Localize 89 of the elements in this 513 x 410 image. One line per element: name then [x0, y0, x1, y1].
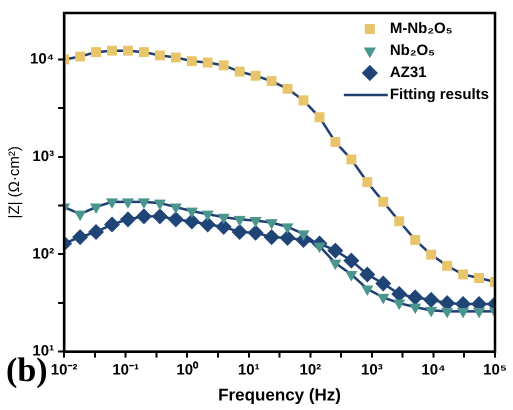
point — [377, 294, 390, 304]
point — [91, 47, 101, 58]
point — [122, 198, 134, 209]
x-axis-title: Frequency (Hz) — [218, 385, 341, 404]
point — [104, 216, 120, 232]
point — [218, 60, 229, 70]
point — [200, 216, 216, 232]
point — [394, 216, 404, 226]
point — [186, 208, 198, 218]
point — [423, 292, 440, 308]
point — [250, 70, 261, 81]
point — [409, 304, 422, 314]
legend-label: Fitting results — [390, 86, 489, 104]
x-tick-label: 10² — [299, 362, 322, 379]
point — [136, 208, 152, 224]
point — [234, 216, 246, 226]
point — [361, 285, 374, 296]
legend-label: Nb₂O₅ — [390, 42, 436, 60]
point — [343, 252, 360, 269]
point — [75, 52, 86, 62]
point — [266, 219, 278, 230]
point — [234, 66, 245, 77]
point — [282, 84, 292, 94]
point — [297, 230, 310, 241]
point — [426, 250, 436, 260]
point — [329, 260, 342, 270]
point — [474, 273, 484, 283]
point — [170, 52, 181, 62]
point — [106, 198, 118, 209]
point — [378, 196, 388, 207]
x-tick-label: 10⁻¹ — [112, 362, 140, 379]
point — [298, 95, 308, 106]
point — [138, 198, 150, 209]
point — [168, 211, 184, 228]
point — [120, 211, 136, 228]
point — [441, 308, 454, 318]
y-tick-label: 10³ — [32, 148, 54, 165]
x-tick-label: 10⁰ — [176, 360, 200, 379]
point — [123, 46, 133, 56]
point — [154, 50, 165, 60]
point — [375, 276, 392, 292]
point — [107, 46, 117, 56]
point — [218, 214, 230, 224]
x-tick-label: 10⁻² — [50, 362, 78, 379]
point — [362, 177, 372, 188]
point — [407, 289, 424, 306]
point — [314, 112, 324, 122]
x-tick-label: 10⁴ — [421, 362, 446, 379]
point — [442, 260, 452, 271]
point — [425, 306, 438, 318]
point — [458, 269, 468, 280]
x-tick-label: 10¹ — [238, 362, 260, 379]
point — [313, 242, 326, 254]
x-tick-label: 10⁵ — [483, 362, 507, 379]
point — [410, 235, 420, 245]
point — [393, 300, 406, 310]
point — [202, 210, 214, 222]
point — [473, 308, 486, 318]
point — [170, 204, 182, 214]
point — [90, 204, 102, 214]
y-tick-label: 10² — [32, 245, 54, 262]
point — [346, 154, 356, 164]
point — [248, 224, 264, 241]
point — [359, 266, 376, 282]
legend-label: M-Nb₂O₅ — [390, 20, 453, 38]
x-tick-label: 10³ — [361, 362, 383, 379]
point — [72, 229, 88, 246]
point — [88, 224, 104, 240]
point — [186, 56, 197, 66]
y-tick-label: 10⁴ — [30, 50, 54, 68]
point — [266, 76, 277, 86]
point — [74, 210, 86, 222]
point — [281, 223, 294, 234]
point — [154, 200, 166, 210]
point — [232, 224, 248, 240]
point — [280, 230, 296, 246]
point — [345, 270, 358, 282]
point — [264, 229, 280, 246]
point — [152, 208, 168, 224]
legend-label: AZ31 — [390, 64, 427, 82]
point — [327, 242, 344, 259]
point — [457, 308, 470, 318]
point — [330, 137, 340, 147]
point — [202, 58, 213, 68]
point — [184, 213, 200, 230]
point — [250, 216, 262, 228]
point — [216, 218, 232, 235]
point — [138, 47, 149, 58]
y-axis-title: |Z| (Ω·cm²) — [6, 146, 24, 218]
